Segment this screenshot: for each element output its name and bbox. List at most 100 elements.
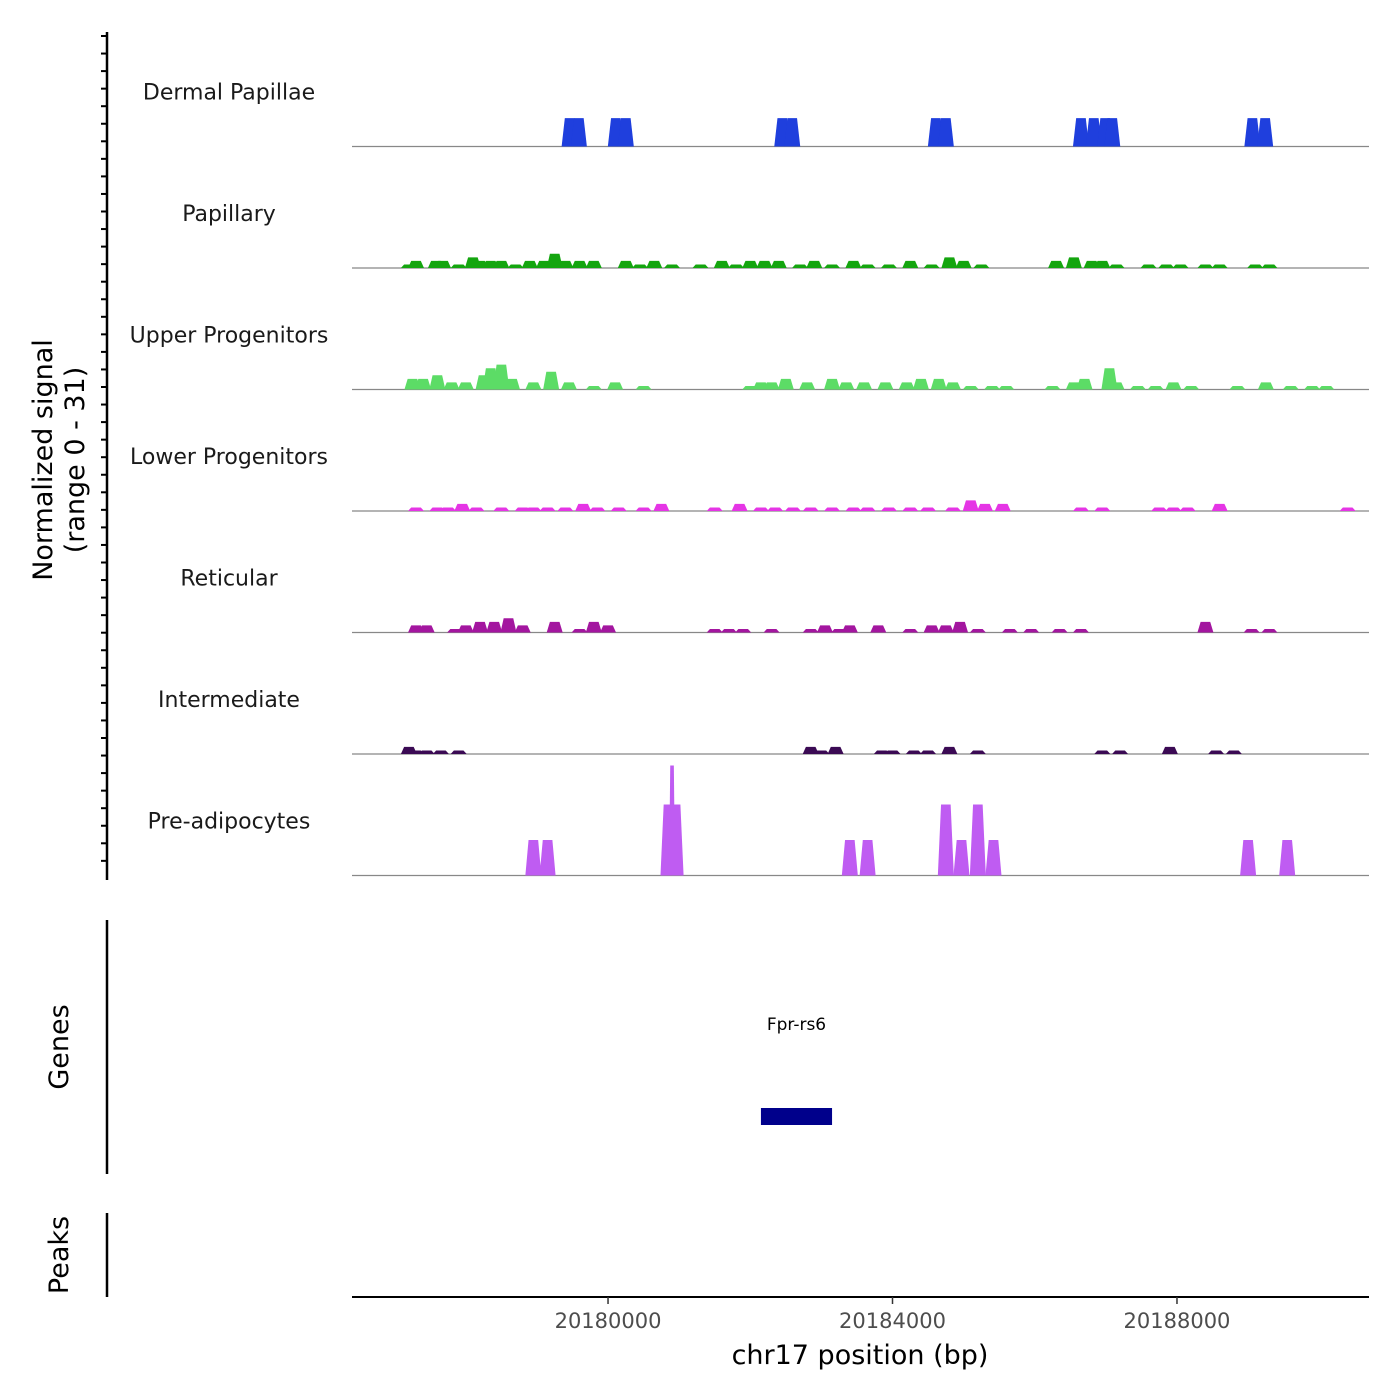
signal-peak <box>841 840 858 876</box>
signal-peak <box>585 621 602 633</box>
signal-peak <box>763 628 780 633</box>
signal-peak <box>454 503 471 511</box>
signal-peak <box>1183 385 1200 390</box>
signal-peak <box>941 746 958 754</box>
signal-peak <box>1229 385 1246 390</box>
signal-peak <box>664 264 681 268</box>
track-dermal-papillae: Dermal Papillae <box>143 81 1369 148</box>
signal-peak <box>408 260 425 268</box>
signal-peak <box>1211 503 1228 511</box>
track-lower-progenitors: Lower Progenitors <box>130 445 1369 512</box>
signal-peak <box>1112 750 1129 754</box>
signal-peak <box>1243 628 1260 633</box>
gene-annotation-track: Fpr-rs6 <box>760 1015 833 1125</box>
signal-peak <box>898 382 915 390</box>
signal-peak <box>1094 750 1111 754</box>
signal-peak <box>1072 118 1089 147</box>
signal-peak <box>859 840 876 876</box>
signal-peak <box>937 804 954 876</box>
signal-peak <box>713 260 730 268</box>
signal-peak <box>1257 118 1274 147</box>
track-reticular: Reticular <box>180 567 1369 634</box>
signal-peak <box>525 840 542 876</box>
signal-peak <box>1001 628 1018 633</box>
signal-peak <box>617 260 634 268</box>
signal-peak <box>457 382 474 390</box>
signal-peak <box>450 750 467 754</box>
signal-peak <box>802 507 819 511</box>
x-tick-label: 20184000 <box>839 1309 946 1333</box>
signal-peak <box>877 382 894 390</box>
signal-peak <box>435 260 452 268</box>
signal-peak <box>937 625 954 633</box>
signal-peak <box>1094 507 1111 511</box>
signal-peak <box>1158 264 1175 268</box>
signal-peak <box>635 385 652 390</box>
signal-peak <box>493 364 510 390</box>
x-tick-label: 20188000 <box>1124 1309 1231 1333</box>
signal-peak <box>607 382 624 390</box>
track-label: Reticular <box>180 567 278 592</box>
signal-peak <box>571 260 588 268</box>
signal-peak <box>728 264 745 268</box>
signal-peak <box>845 260 862 268</box>
signal-peak <box>560 382 577 390</box>
track-label: Pre-adipocytes <box>148 810 311 835</box>
signal-peak <box>731 503 748 511</box>
signal-peak <box>543 371 560 390</box>
signal-peak <box>493 260 510 268</box>
peaks-label: Peaks <box>44 1216 75 1294</box>
signal-peak <box>962 385 979 390</box>
signal-peak <box>1261 264 1278 268</box>
signal-peak <box>706 628 723 633</box>
signal-peak <box>856 382 873 390</box>
signal-peak <box>546 621 563 633</box>
signal-peak <box>1147 385 1164 390</box>
signal-peak <box>824 507 841 511</box>
genes-label: Genes <box>44 1004 75 1089</box>
signal-peak <box>1151 507 1168 511</box>
signal-peak <box>472 621 489 633</box>
signal-peak <box>841 625 858 633</box>
signal-peak <box>1197 264 1214 268</box>
signal-peak <box>432 750 449 754</box>
signal-peak <box>1076 378 1093 390</box>
signal-peak <box>1094 260 1111 268</box>
signal-peak <box>962 500 979 511</box>
signal-peak <box>824 378 841 390</box>
signal-peak <box>1339 507 1356 511</box>
signal-peak <box>1318 385 1335 390</box>
signal-peak <box>884 750 901 754</box>
signal-peak <box>418 750 435 754</box>
track-pre-adipocytes: Pre-adipocytes <box>148 765 1369 877</box>
signal-peak <box>952 621 969 633</box>
coverage-tracks: Dermal Papillae Papillary Upper Progenitor… <box>130 81 1369 877</box>
signal-peak <box>570 118 587 147</box>
signal-peak <box>944 507 961 511</box>
signal-peak <box>1172 264 1189 268</box>
signal-peak <box>1104 118 1121 147</box>
signal-peak <box>953 840 970 876</box>
signal-peak <box>525 382 542 390</box>
signal-peak <box>1165 507 1182 511</box>
signal-peak <box>984 385 1001 390</box>
signal-peak <box>486 621 503 633</box>
signal-peak <box>514 625 531 633</box>
signal-peak <box>1244 118 1261 147</box>
signal-peak <box>756 260 773 268</box>
signal-peak <box>415 378 432 390</box>
signal-peak <box>941 257 958 268</box>
signal-peak <box>443 382 460 390</box>
signal-peak <box>1108 382 1125 390</box>
signal-peak <box>770 260 787 268</box>
signal-peak <box>742 260 759 268</box>
signal-peak <box>610 507 627 511</box>
signal-peak <box>521 260 538 268</box>
signal-peak <box>653 503 670 511</box>
signal-peak <box>973 264 990 268</box>
signal-peak <box>539 840 556 876</box>
signal-peak <box>1225 750 1242 754</box>
signal-peak <box>920 507 937 511</box>
signal-peak <box>500 618 517 633</box>
signal-peak <box>1072 628 1089 633</box>
